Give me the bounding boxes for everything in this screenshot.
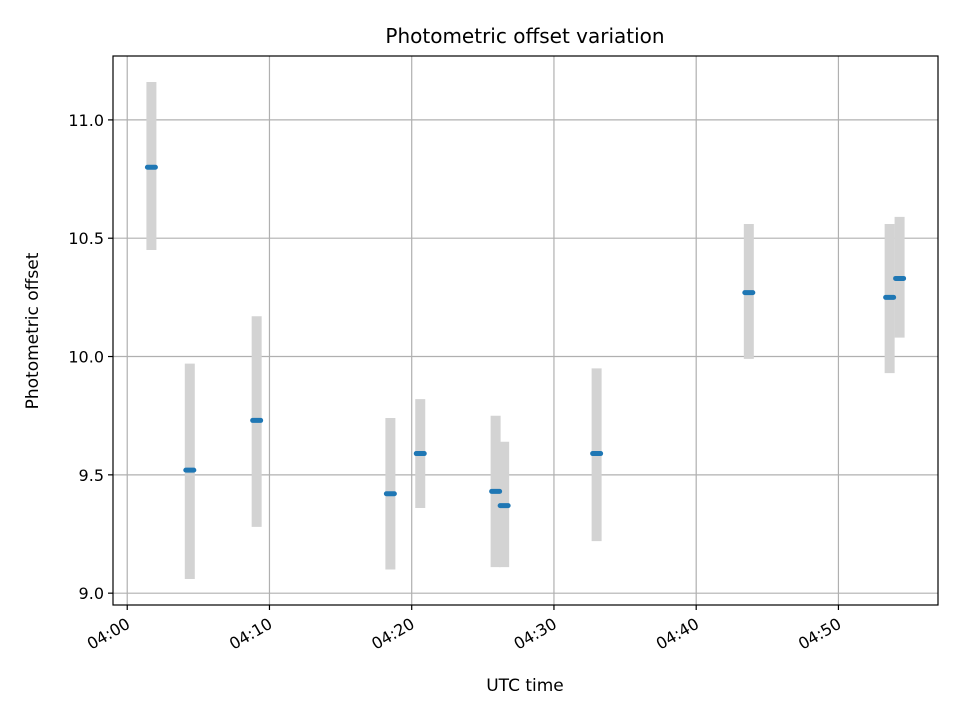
y-tick-label: 9.5 xyxy=(79,466,104,485)
y-tick-label: 11.0 xyxy=(68,111,104,130)
grid xyxy=(113,56,938,605)
chart-title: Photometric offset variation xyxy=(385,24,664,48)
plot-frame xyxy=(112,55,939,606)
x-axis-label: UTC time xyxy=(486,676,564,696)
y-tick-label: 9.0 xyxy=(79,584,104,603)
y-axis-ticks: 9.0 9.5 10.0 10.5 11.0 xyxy=(68,111,113,603)
y-tick-label: 10.5 xyxy=(68,229,104,248)
y-tick-label: 10.0 xyxy=(68,348,104,367)
y-axis-label: Photometric offset xyxy=(23,252,43,409)
markers xyxy=(144,164,907,509)
plot-area xyxy=(113,56,938,605)
